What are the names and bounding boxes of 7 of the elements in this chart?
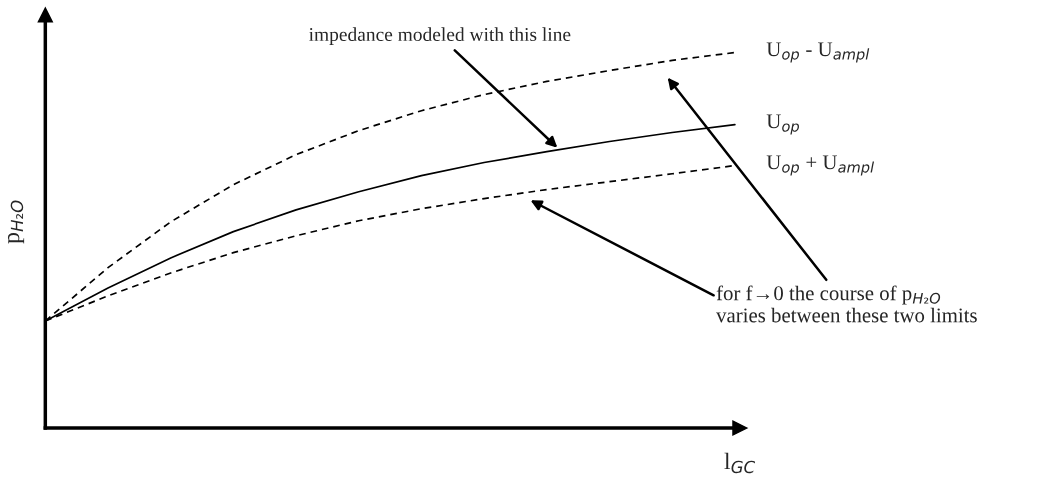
series-label: U$_{op}$ + U$_{ampl}$ (766, 155, 875, 176)
series-label: U$_{op}$ (766, 114, 799, 135)
annotation: for f→0 the course of p$_{H₂O}$ varies between these two limits (716, 285, 977, 323)
series-label: U$_{op}$ - U$_{ampl}$ (766, 42, 870, 63)
text: impedance modeled with this line (309, 27, 571, 45)
x-axis-title: l$_{GC}$ (724, 452, 756, 474)
y-axis-title: p$_{H₂O}$ (7, 200, 25, 244)
